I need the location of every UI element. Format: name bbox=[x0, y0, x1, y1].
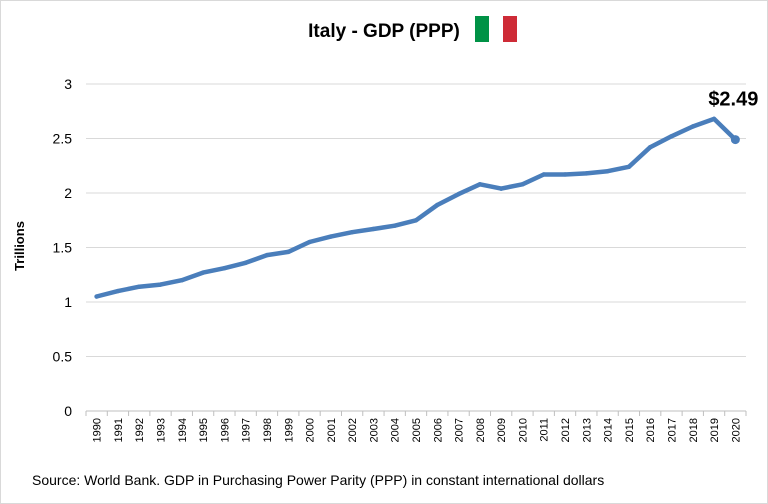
data-point bbox=[349, 230, 355, 235]
data-point bbox=[626, 164, 632, 170]
x-tick-label: 2014 bbox=[603, 418, 615, 442]
x-tick-label: 1994 bbox=[177, 418, 189, 442]
data-point bbox=[477, 182, 483, 187]
flag-white-stripe bbox=[489, 16, 503, 42]
x-tick-label: 2006 bbox=[432, 418, 444, 442]
data-point bbox=[115, 288, 121, 294]
x-tick-label: 1995 bbox=[198, 418, 210, 442]
last-data-point bbox=[730, 135, 740, 145]
x-tick-label: 1992 bbox=[134, 418, 146, 442]
flag-red-stripe bbox=[503, 16, 517, 42]
y-tick-label: 0 bbox=[64, 403, 72, 419]
y-tick-label: 3 bbox=[64, 76, 72, 92]
x-tick-label: 1990 bbox=[92, 418, 104, 442]
x-tick-label: 2002 bbox=[347, 418, 359, 442]
y-tick-label: 0.5 bbox=[53, 349, 73, 365]
x-tick-label: 2003 bbox=[368, 418, 380, 442]
x-tick-label: 2009 bbox=[496, 418, 508, 442]
x-axis-ticks: 1990 1991 1992 1993 1994 1995 1996 1997 1998 1999… bbox=[85, 411, 747, 442]
x-tick-label: 2000 bbox=[305, 418, 317, 442]
x-tick-label: 2007 bbox=[454, 418, 466, 442]
data-point bbox=[498, 186, 504, 191]
x-tick-label: 2020 bbox=[730, 418, 742, 442]
x-tick-label: 2004 bbox=[390, 418, 402, 442]
y-tick-label: 1.5 bbox=[53, 240, 73, 256]
x-tick-label: 1991 bbox=[113, 418, 125, 442]
data-point bbox=[541, 172, 546, 177]
data-points bbox=[94, 116, 740, 299]
x-tick-label: 1993 bbox=[156, 418, 168, 442]
x-tick-label: 2017 bbox=[666, 418, 678, 442]
data-point bbox=[371, 226, 376, 232]
x-tick-label: 2011 bbox=[539, 418, 551, 442]
y-tick-label: 2.5 bbox=[53, 131, 73, 147]
flag-green-stripe bbox=[475, 16, 489, 42]
x-tick-label: 2005 bbox=[411, 418, 423, 442]
data-point bbox=[605, 169, 610, 174]
y-tick-label: 2 bbox=[64, 185, 72, 201]
x-tick-label: 2013 bbox=[581, 418, 593, 442]
data-point bbox=[456, 191, 461, 197]
data-point bbox=[222, 266, 227, 271]
x-tick-label: 2008 bbox=[475, 418, 487, 442]
chart-title: Italy - GDP (PPP) bbox=[308, 21, 460, 42]
x-tick-label: 2001 bbox=[326, 418, 338, 442]
series-line bbox=[94, 116, 738, 299]
x-tick-label: 1999 bbox=[283, 418, 295, 442]
data-point bbox=[264, 252, 270, 258]
data-point bbox=[711, 116, 717, 122]
x-tick-label: 1996 bbox=[219, 418, 231, 442]
x-tick-label: 2018 bbox=[688, 418, 700, 442]
data-point bbox=[243, 260, 248, 265]
x-tick-label: 2019 bbox=[709, 418, 721, 442]
source-note: Source: World Bank. GDP in Purchasing Po… bbox=[32, 472, 604, 488]
data-point bbox=[307, 239, 312, 245]
data-point bbox=[690, 124, 695, 129]
data-point bbox=[200, 270, 206, 275]
data-point bbox=[669, 134, 674, 139]
italy-flag-icon bbox=[475, 16, 517, 42]
data-point bbox=[158, 282, 163, 287]
gridlines bbox=[86, 83, 746, 357]
data-point bbox=[584, 171, 589, 176]
y-axis-ticks: 0 0.5 1 1.5 2 2.5 3 bbox=[53, 76, 73, 419]
data-point bbox=[328, 234, 334, 239]
y-tick-label: 1 bbox=[64, 294, 72, 310]
x-tick-label: 1997 bbox=[241, 418, 253, 442]
data-point bbox=[413, 218, 419, 223]
x-tick-label: 2016 bbox=[645, 418, 657, 442]
x-tick-label: 2010 bbox=[517, 418, 529, 442]
data-point bbox=[392, 223, 397, 228]
data-point bbox=[286, 249, 291, 255]
data-point bbox=[179, 278, 185, 283]
data-point bbox=[137, 284, 142, 289]
x-tick-label: 1998 bbox=[262, 418, 274, 442]
last-value-annotation: $2.49 bbox=[708, 89, 758, 111]
data-point bbox=[647, 145, 653, 150]
data-point bbox=[94, 294, 99, 299]
x-tick-label: 2012 bbox=[560, 418, 572, 442]
x-tick-label: 2015 bbox=[624, 418, 636, 442]
data-point bbox=[435, 202, 440, 208]
y-axis-label: Trillions bbox=[12, 221, 27, 271]
data-point bbox=[520, 182, 525, 187]
data-point bbox=[562, 172, 568, 177]
